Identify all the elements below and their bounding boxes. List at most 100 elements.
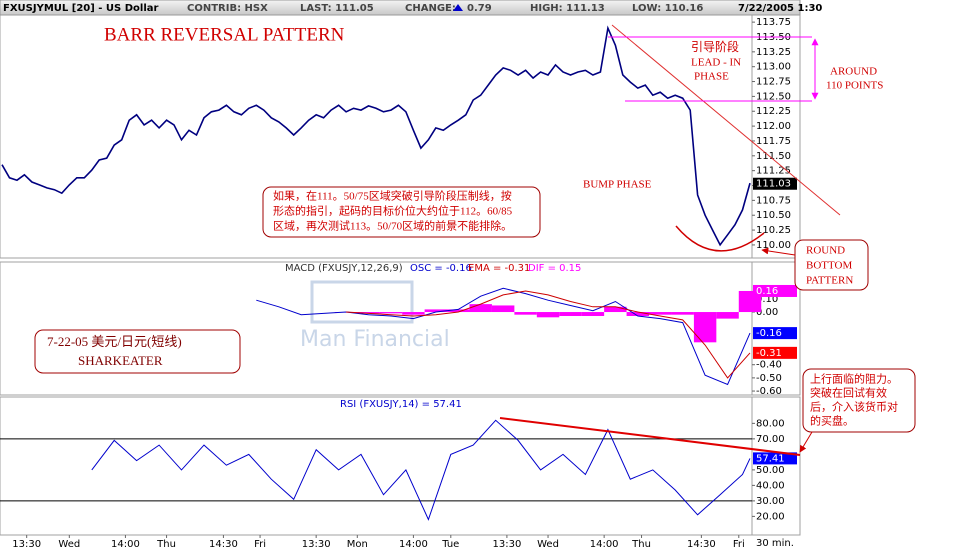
change: 0.79 xyxy=(467,3,492,14)
value-marker xyxy=(753,346,797,359)
x-tick-label: 13:30 xyxy=(12,539,41,550)
round-bottom: ROUND xyxy=(806,245,845,257)
high: HIGH: 111.13 xyxy=(530,3,605,14)
y-tick-label: 110.25 xyxy=(756,225,791,236)
histogram-bar xyxy=(536,312,560,318)
histogram-bar xyxy=(379,312,403,314)
header: FXUSJYMUL [20] - US Dollar CONTRIB: HSX … xyxy=(3,3,822,14)
y-tick-label: 112.00 xyxy=(756,121,791,132)
y-tick-label: 80.00 xyxy=(756,418,785,429)
y-tick-label: 113.00 xyxy=(756,62,791,73)
note-box xyxy=(262,186,541,238)
bump-phase: BUMP PHASE xyxy=(583,179,652,191)
y-tick-label: 20.00 xyxy=(756,511,785,522)
trend-line xyxy=(611,24,841,216)
y-tick-label: 112.75 xyxy=(756,77,791,88)
arrow xyxy=(799,431,813,453)
value-marker xyxy=(753,327,797,340)
round-box xyxy=(794,239,869,291)
x-tick-label: 14:00 xyxy=(590,539,619,550)
histogram-bar xyxy=(514,312,537,315)
x-tick-label: Mon xyxy=(347,539,368,550)
contrib: CONTRIB: HSX xyxy=(187,3,268,14)
histogram-bar xyxy=(626,312,650,316)
x-tick-label: Thu xyxy=(156,539,176,550)
y-tick-label: -0.40 xyxy=(756,360,782,371)
round-curve xyxy=(675,225,765,252)
x-unit: 30 min. xyxy=(756,538,794,549)
y-tick-label: 111.50 xyxy=(756,151,791,162)
histogram-bar xyxy=(716,312,739,319)
round-bottom: PATTERN xyxy=(806,275,853,287)
low: LOW: 110.16 xyxy=(632,3,703,14)
y-tick-label: 110.50 xyxy=(756,210,791,221)
watermark: Man Financial xyxy=(300,280,450,352)
x-tick-label: 14:30 xyxy=(209,539,238,550)
note: 如果，在111。50/75区域突破引导阶段压制线，按 xyxy=(273,189,512,203)
x-tick-label: 14:00 xyxy=(111,539,140,550)
watermark-logo xyxy=(310,280,414,324)
y-tick-label: 0.00 xyxy=(756,307,778,318)
around: 110 POINTS xyxy=(826,80,883,92)
y-tick-label: -0.50 xyxy=(756,373,782,384)
y-tick-label: 40.00 xyxy=(756,480,785,491)
y-tick-label: 0.10 xyxy=(756,294,778,305)
lead-in: LEAD - IN xyxy=(691,57,741,69)
histogram-bar xyxy=(402,312,425,315)
x-tick-label: 14:00 xyxy=(399,539,428,550)
y-tick-label: 110.00 xyxy=(756,240,791,251)
resistance: 上行面临的阻力。 xyxy=(810,372,898,386)
panel xyxy=(0,396,753,536)
rsi-trend-line xyxy=(499,417,801,456)
axis-panel xyxy=(751,396,801,536)
histogram-bar xyxy=(604,306,627,313)
value-marker xyxy=(753,452,797,465)
data-line xyxy=(256,287,751,386)
x-tick-label: Wed xyxy=(537,539,559,550)
value-marker xyxy=(753,284,797,297)
y-tick-label: 113.75 xyxy=(756,17,791,28)
y-tick-label: 111.25 xyxy=(756,166,791,177)
histogram-bar xyxy=(469,304,492,313)
histogram-bar xyxy=(491,305,515,313)
data: 111.03 0.16 -0.16 -0.31 57.41 xyxy=(1,25,797,521)
value-marker xyxy=(753,177,797,190)
round-bottom: BOTTOM xyxy=(806,260,852,272)
x-tick-label: Tue xyxy=(441,539,459,550)
last: LAST: 111.05 xyxy=(300,3,374,14)
macd-dif: DIF = 0.15 xyxy=(528,263,581,274)
x-tick-label: 14:30 xyxy=(687,539,716,550)
change-label: CHANGE: xyxy=(405,3,456,14)
data-line xyxy=(1,25,751,247)
y-tick-label: 112.25 xyxy=(756,106,791,117)
histogram-bar xyxy=(424,309,448,313)
signature: 7-22-05 美元/日元(短线) xyxy=(47,334,182,349)
y-tick-label: 30.00 xyxy=(756,496,785,507)
symbol: FXUSJYMUL [20] - US Dollar xyxy=(3,3,158,14)
note: 形态的指引，起码的目标价位大约位于112。60/85 xyxy=(273,204,513,218)
histogram-bar xyxy=(581,312,605,316)
y-tick-label: -0.60 xyxy=(756,386,782,397)
value-marker-label: -0.31 xyxy=(756,348,782,359)
up-triangle xyxy=(453,4,463,11)
data-line xyxy=(91,419,751,521)
histogram-bar xyxy=(447,309,470,313)
x-tick-label: 13:30 xyxy=(302,539,331,550)
macd-title: MACD (FXUSJY,12,26,9) xyxy=(285,263,403,274)
macd-osc: OSC = -0.16 xyxy=(410,263,472,274)
x-tick-label: Fri xyxy=(733,539,745,550)
lead-in: 引导阶段 xyxy=(691,39,739,54)
pattern-title: BARR REVERSAL PATTERN xyxy=(104,24,345,45)
axis-panel xyxy=(751,14,801,259)
resistance-box xyxy=(802,368,916,433)
watermark-text: Man Financial xyxy=(300,327,450,352)
lead-in: PHASE xyxy=(694,71,729,83)
y-tick-label: 113.25 xyxy=(756,47,791,58)
signature-box xyxy=(34,329,241,374)
value-marker-label: 111.03 xyxy=(756,179,791,190)
histogram-bar xyxy=(357,312,380,314)
around: AROUND xyxy=(830,66,877,78)
y-tick-label: 110.75 xyxy=(756,195,791,206)
